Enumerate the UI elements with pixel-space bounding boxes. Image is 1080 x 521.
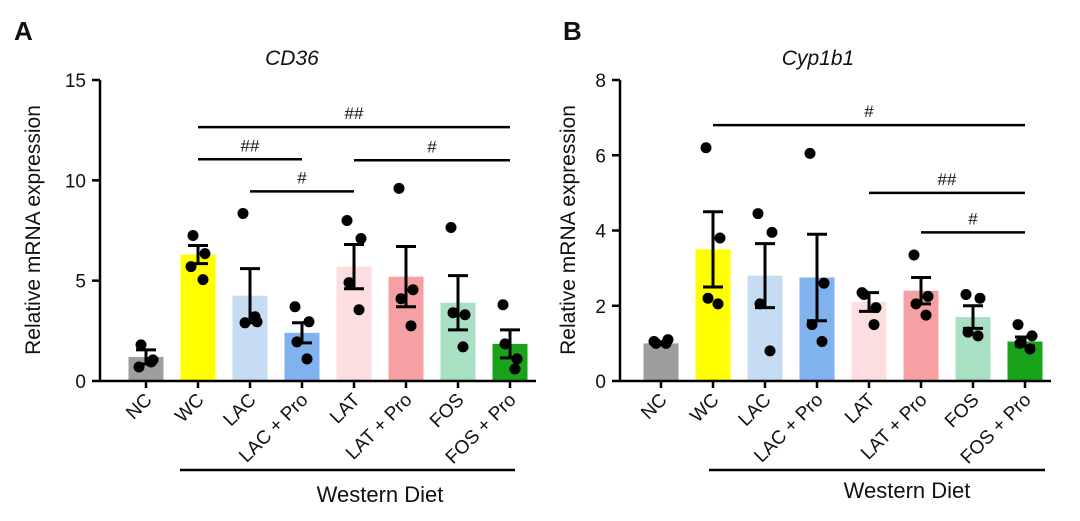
data-point-5-3 [405,320,417,332]
data-point-6-2 [962,326,974,338]
data-point-4-2 [343,277,355,289]
chart-title: CD36 [265,47,319,70]
data-point-3-2 [291,336,303,348]
group-label: Western Diet [844,478,971,503]
data-point-3-1 [303,316,315,328]
x-tick-label: NC [122,390,156,424]
data-point-1-1 [199,248,211,260]
data-point-0-2 [650,337,662,349]
data-point-7-2 [1014,337,1026,349]
data-point-4-2 [858,288,870,300]
data-point-7-1 [1026,330,1038,342]
x-tick-label: WC [171,390,208,427]
data-point-6-3 [457,341,469,353]
data-point-4-3 [868,319,880,331]
data-point-7-1 [511,353,523,365]
bar-0 [643,343,679,381]
group-label: Western Diet [317,482,444,507]
y-tick-label: 5 [75,272,86,293]
y-tick-label: 0 [595,372,606,393]
data-point-2-2 [239,317,251,329]
significance-label: # [427,137,437,156]
y-tick-label: 2 [595,297,606,318]
data-point-2-3 [764,345,776,357]
panel-letter: A [14,16,33,46]
y-axis-label: Relative mRNA expression [557,105,580,355]
x-tick-label: LAT [326,389,365,428]
bar-1 [180,254,216,381]
data-point-6-1 [974,292,986,304]
chart-title: Cyp1b1 [782,47,854,70]
data-point-5-0 [393,182,405,194]
data-point-3-0 [289,301,301,313]
data-point-6-0 [960,288,972,300]
data-point-2-1 [766,226,778,238]
significance-label: ## [241,136,260,155]
data-point-5-2 [910,298,922,310]
data-point-4-0 [341,214,353,226]
data-point-6-3 [972,330,984,342]
data-point-1-3 [712,298,724,310]
data-point-6-1 [459,309,471,321]
data-point-2-3 [249,311,261,323]
data-point-6-2 [447,307,459,319]
x-tick-label: LAT [841,389,880,428]
data-point-6-0 [445,221,457,233]
data-point-5-0 [908,249,920,261]
data-point-4-1 [355,233,367,245]
data-point-5-3 [920,309,932,321]
data-point-0-0 [133,361,145,373]
data-point-5-2 [395,293,407,305]
y-tick-label: 8 [595,71,606,92]
x-tick-label: WC [686,390,723,427]
y-tick-label: 6 [595,146,606,167]
x-tick-label: NC [637,390,671,424]
data-point-5-1 [407,284,419,296]
data-point-1-3 [197,274,209,286]
x-tick-label: LAC [735,390,776,431]
x-tick-label: FOS [426,390,468,432]
significance-label: # [297,168,307,187]
data-point-2-2 [754,298,766,310]
data-point-1-2 [702,292,714,304]
bar-4 [851,301,887,381]
data-point-7-0 [497,299,509,311]
data-point-0-3 [660,337,672,349]
data-point-5-1 [922,290,934,302]
data-point-1-2 [187,230,199,242]
data-point-4-3 [353,304,365,316]
significance-label: ## [345,104,364,123]
data-point-7-0 [1012,319,1024,331]
y-tick-label: 15 [65,71,86,92]
y-tick-label: 10 [65,171,86,192]
data-point-7-3 [509,363,521,375]
data-point-3-3 [301,353,313,365]
data-point-2-0 [752,208,764,220]
data-point-7-2 [499,338,511,350]
y-tick-label: 4 [595,222,606,243]
significance-label: # [864,102,874,121]
panel-letter: B [563,16,582,46]
x-tick-label: LAC [220,390,261,431]
data-point-4-1 [870,302,882,314]
data-point-2-0 [237,207,249,219]
data-point-7-3 [1024,343,1036,355]
data-point-1-1 [714,232,726,244]
x-tick-label: FOS [941,390,983,432]
data-point-3-0 [804,147,816,159]
chart-panel-a: A CD36 Relative mRNA expression 0 5 10 15 NC WC L… [14,16,536,507]
significance-label: # [968,209,978,228]
chart-panel-b: B Cyp1b1 Relative mRNA expression 0 2 4 6 8 NC WC… [557,16,1051,503]
data-point-1-0 [700,142,712,154]
data-point-1-0 [185,261,197,273]
y-axis-label: Relative mRNA expression [22,105,45,355]
data-point-3-3 [816,335,828,347]
data-point-3-2 [806,319,818,331]
y-tick-label: 0 [75,372,86,393]
data-point-0-3 [145,356,157,368]
data-point-0-2 [135,339,147,351]
data-point-3-1 [818,277,830,289]
significance-label: ## [938,170,957,189]
